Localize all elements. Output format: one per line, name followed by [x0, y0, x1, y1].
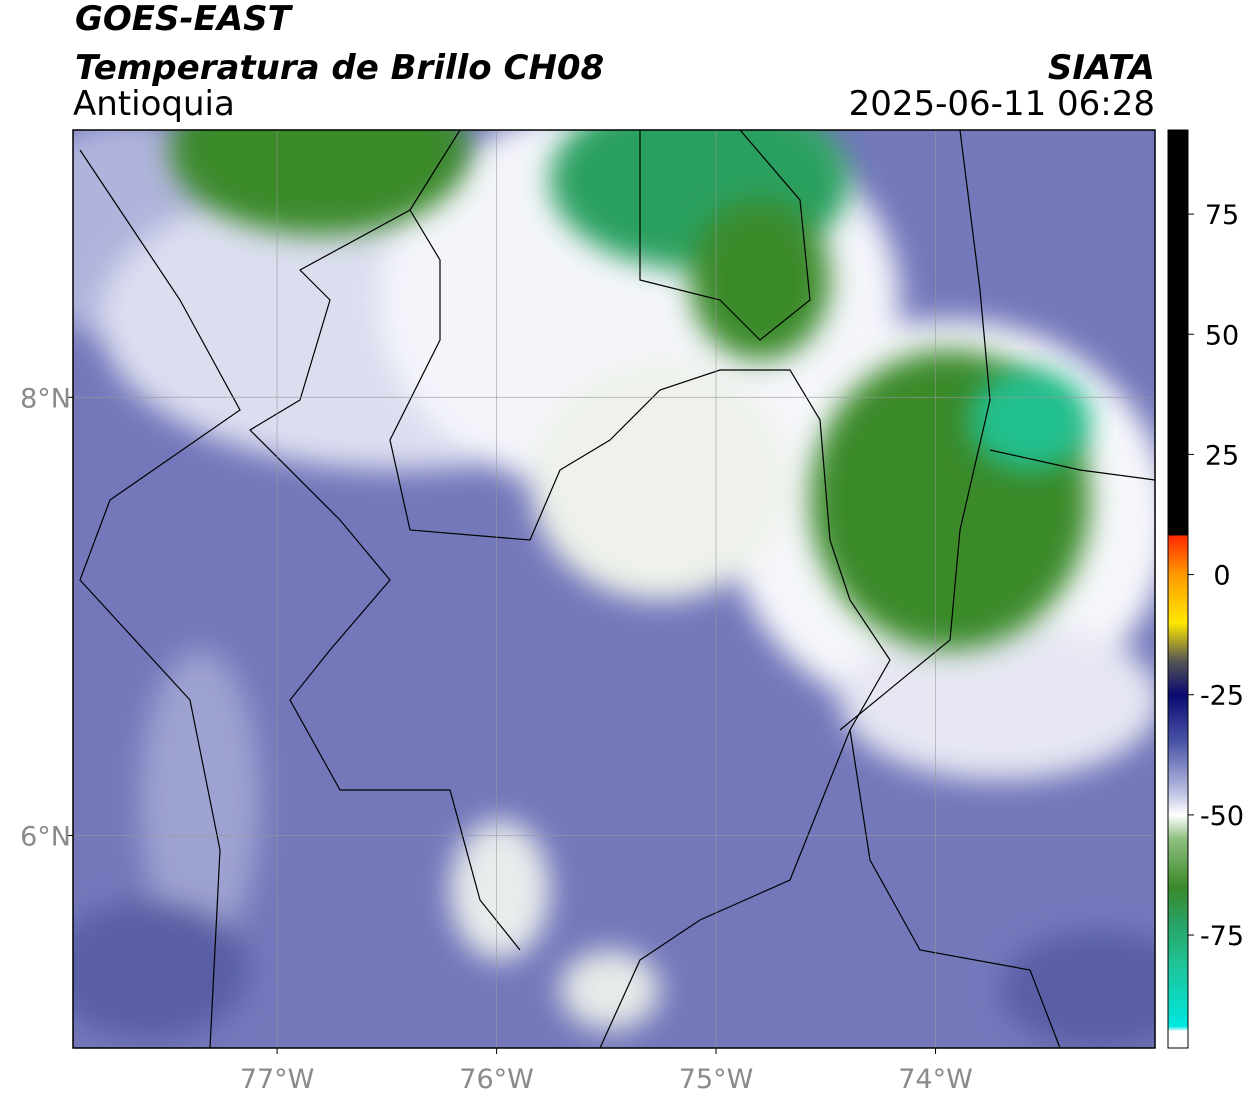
map-frame [72, 129, 1156, 1049]
colorbar-tick-label: -75 [1200, 921, 1244, 952]
subtitle: Temperatura de Brillo CH08 [75, 48, 604, 88]
colorbar [1167, 129, 1189, 1049]
region: Antioquia [73, 84, 235, 124]
x-tick-label: 75°W [679, 1064, 754, 1095]
y-tick-label: 6°N [20, 821, 71, 852]
colorbar-tick-label: -25 [1200, 681, 1244, 712]
colorbar-tick-label: 50 [1205, 320, 1239, 351]
source: SIATA [1048, 48, 1155, 88]
x-tick-label: 74°W [898, 1064, 973, 1095]
x-tick-label: 77°W [240, 1064, 315, 1095]
colorbar-tick-label: 0 [1213, 561, 1230, 592]
cold-cloud-tops [170, 130, 1090, 650]
y-tick-label: 8°N [20, 383, 71, 414]
map-image [73, 130, 1155, 1048]
colorbar-tick-label: 75 [1205, 200, 1239, 231]
title: GOES-EAST [75, 0, 294, 39]
colorbar-tick-label: 25 [1205, 440, 1239, 471]
grid [73, 130, 1155, 1048]
x-tick-label: 76°W [459, 1064, 534, 1095]
borders [79, 130, 1155, 1048]
colorbar-tick-label: -50 [1200, 801, 1244, 832]
datetime: 2025-06-11 06:28 [849, 84, 1155, 124]
